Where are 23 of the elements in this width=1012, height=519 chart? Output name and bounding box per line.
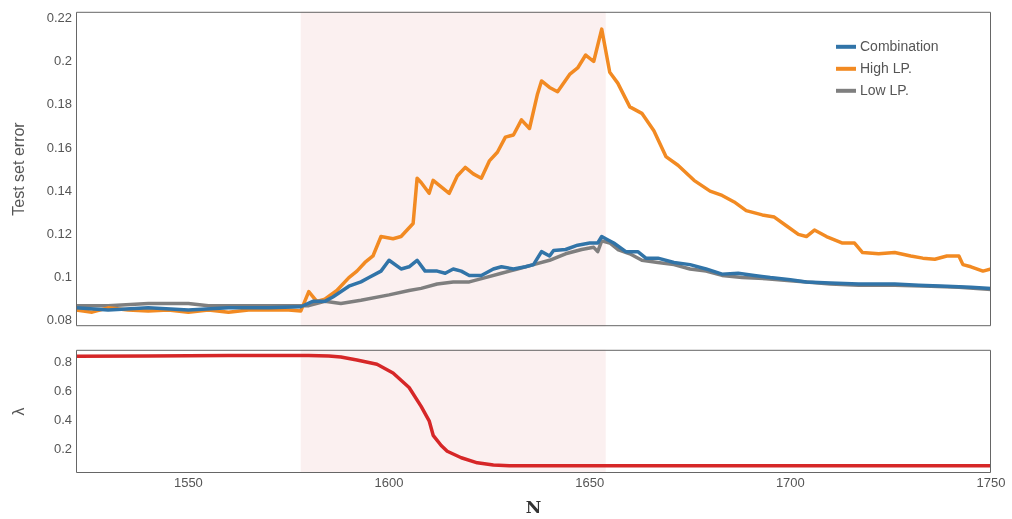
x-axis-title: N [525,497,542,518]
y-tick-label: 0.2 [53,441,72,457]
legend-label: Combination [860,37,939,54]
y-tick-label: 0.08 [46,312,72,328]
legend-label: Low LP. [860,81,909,98]
y-tick-label: 0.8 [53,354,72,370]
legend-label: High LP. [860,59,912,76]
x-tick-label: 1550 [173,475,203,491]
x-tick-label: 1650 [575,475,605,491]
y-tick-label: 0.2 [53,53,72,69]
y-axis-title: Test set error [10,121,28,216]
y-tick-label: 0.22 [46,9,72,25]
y-tick-label: 0.1 [53,269,72,285]
x-tick-label: 1700 [775,475,805,491]
y-tick-label: 0.16 [46,139,72,155]
x-tick-label: 1600 [374,475,404,491]
y-axis-title: λ [10,407,28,416]
y-tick-label: 0.4 [53,412,72,428]
y-tick-label: 0.18 [46,96,72,112]
y-tick-label: 0.12 [46,225,72,241]
x-tick-label: 1750 [976,475,1006,491]
y-tick-label: 0.6 [53,383,72,399]
y-tick-label: 0.14 [46,182,72,198]
